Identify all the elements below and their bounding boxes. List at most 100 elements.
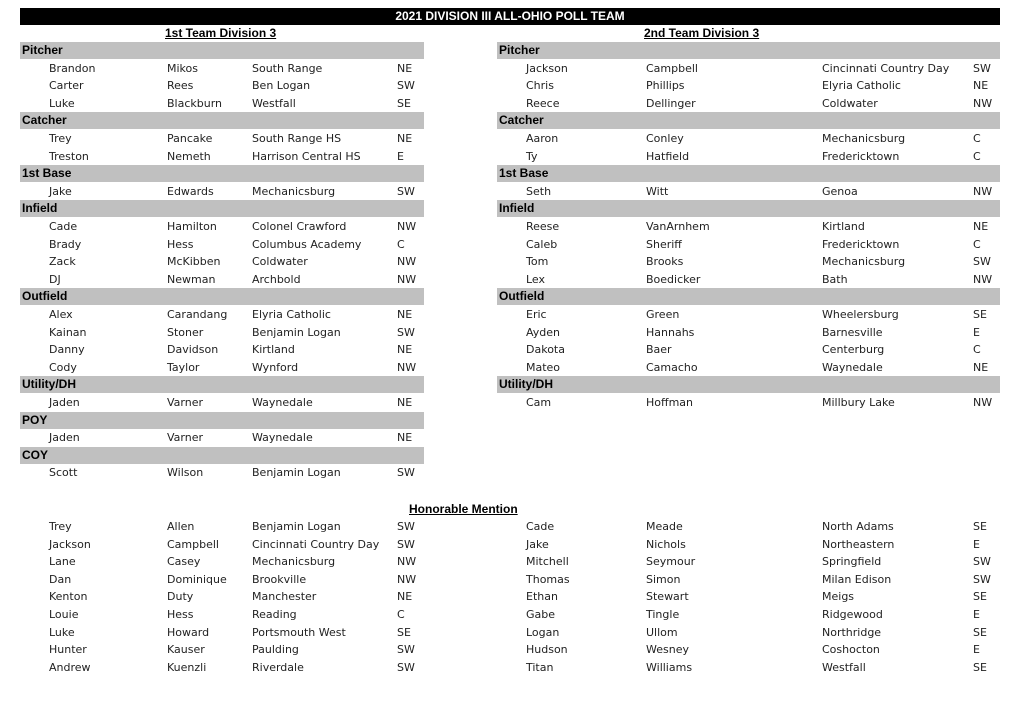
district: NE xyxy=(397,308,413,321)
first-name: Carter xyxy=(49,79,84,93)
first-name: Trey xyxy=(49,520,72,533)
school: Elyria Catholic xyxy=(822,79,901,93)
first-name: Reece xyxy=(526,96,560,110)
district: E xyxy=(973,643,980,657)
first-name: Cody xyxy=(49,360,77,374)
first-name: Caleb xyxy=(526,237,558,251)
district: E xyxy=(973,537,980,551)
first-name: Ethan xyxy=(526,590,558,604)
district: NW xyxy=(397,572,417,586)
last-name: Rees xyxy=(167,79,194,93)
position-header: COY xyxy=(20,446,424,464)
first-team-heading: 1st Team Division 3 xyxy=(165,26,277,40)
first-name: Seth xyxy=(526,184,552,198)
school: Paulding xyxy=(252,643,299,657)
school: Reading xyxy=(252,608,297,621)
school: Kirtland xyxy=(252,343,295,357)
school: Springfield xyxy=(822,555,882,569)
school: Northeastern xyxy=(822,537,895,551)
first-name: Jaden xyxy=(49,431,80,445)
school: Genoa xyxy=(822,184,858,198)
last-name: Varner xyxy=(167,396,204,409)
position-header: Catcher xyxy=(497,112,1000,130)
first-name: Cam xyxy=(526,396,552,409)
school: Fredericktown xyxy=(822,149,900,163)
school: Fredericktown xyxy=(822,237,900,251)
first-name: Hudson xyxy=(526,643,568,657)
first-name: Ayden xyxy=(526,325,561,339)
district: E xyxy=(973,325,980,339)
last-name: Dellinger xyxy=(646,96,696,110)
first-name: Brady xyxy=(49,237,82,251)
district: NE xyxy=(397,343,413,357)
last-name: Phillips xyxy=(646,79,685,93)
school: Ridgewood xyxy=(822,608,883,621)
last-name: Howard xyxy=(167,625,210,639)
school: South Range xyxy=(252,61,323,75)
first-name: Scott xyxy=(49,466,78,480)
first-name: Cade xyxy=(49,220,78,233)
school: Mechanicsburg xyxy=(822,132,906,145)
last-name: Hamilton xyxy=(167,220,217,233)
district: SW xyxy=(397,537,415,551)
school: Mechanicsburg xyxy=(252,555,336,569)
first-name: Logan xyxy=(526,625,560,639)
district: NW xyxy=(397,255,417,269)
last-name: Taylor xyxy=(167,360,200,374)
district: C xyxy=(397,608,405,621)
last-name: Baer xyxy=(646,343,672,357)
last-name: Carandang xyxy=(167,308,228,321)
district: SW xyxy=(397,643,415,657)
last-name: Tingle xyxy=(646,608,680,621)
school: Coldwater xyxy=(252,255,308,269)
position-header: Pitcher xyxy=(20,42,424,59)
school: Manchester xyxy=(252,590,317,604)
first-name: Mateo xyxy=(526,360,561,374)
school: North Adams xyxy=(822,520,894,533)
school: Portsmouth West xyxy=(252,625,346,639)
school: Benjamin Logan xyxy=(252,520,341,533)
position-header: Infield xyxy=(497,200,1000,218)
district: SW xyxy=(973,572,991,586)
last-name: Varner xyxy=(167,431,204,445)
district: NW xyxy=(973,184,993,198)
last-name: Campbell xyxy=(646,61,698,75)
first-name: Kenton xyxy=(49,590,88,604)
district: SW xyxy=(397,660,415,674)
district: NW xyxy=(397,272,417,286)
last-name: Kuenzli xyxy=(167,660,207,674)
school: Waynedale xyxy=(822,360,883,374)
district: NE xyxy=(397,590,413,604)
district: E xyxy=(973,608,980,621)
last-name: Wesney xyxy=(646,643,689,657)
first-name: Dan xyxy=(49,572,72,586)
school: Colonel Crawford xyxy=(252,220,347,233)
school: Archbold xyxy=(252,272,301,286)
school: Wheelersburg xyxy=(822,308,899,321)
school: Columbus Academy xyxy=(252,237,362,251)
district: NW xyxy=(973,272,993,286)
last-name: Casey xyxy=(167,555,201,569)
first-name: Chris xyxy=(526,79,554,93)
last-name: Stewart xyxy=(646,590,689,604)
first-name: Cade xyxy=(526,520,555,533)
last-name: Camacho xyxy=(646,360,698,374)
district: SE xyxy=(397,625,411,639)
position-header: 1st Base xyxy=(497,165,1000,183)
district: SE xyxy=(973,660,987,674)
first-name: Luke xyxy=(49,625,75,639)
first-name: Aaron xyxy=(526,132,559,145)
first-name: Luke xyxy=(49,96,75,110)
school: Millbury Lake xyxy=(822,396,895,409)
position-header: Utility/DH xyxy=(20,376,424,394)
district: NE xyxy=(397,396,413,409)
last-name: Boedicker xyxy=(646,272,701,286)
school: Kirtland xyxy=(822,220,865,233)
district: NE xyxy=(973,79,989,93)
school: Mechanicsburg xyxy=(252,184,336,198)
last-name: Kauser xyxy=(167,643,205,657)
second-team-heading: 2nd Team Division 3 xyxy=(644,26,760,40)
district: NE xyxy=(397,132,413,145)
district: C xyxy=(973,132,981,145)
position-header: Outfield xyxy=(20,288,424,306)
